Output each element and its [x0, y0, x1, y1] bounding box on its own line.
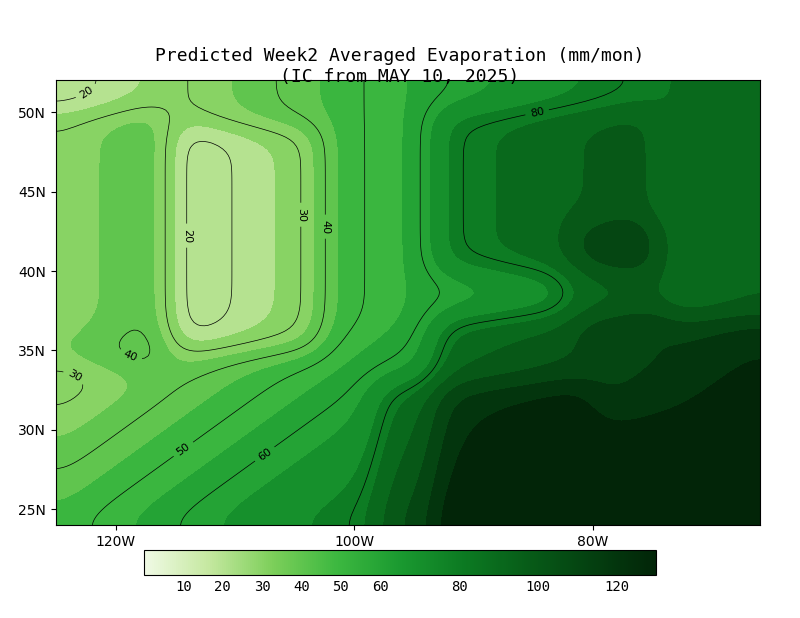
Text: 60: 60 — [256, 446, 274, 462]
Text: 20: 20 — [78, 84, 95, 100]
Text: (IC from MAY 10, 2025): (IC from MAY 10, 2025) — [280, 68, 520, 87]
Text: 30: 30 — [66, 368, 83, 384]
Text: Predicted Week2 Averaged Evaporation (mm/mon): Predicted Week2 Averaged Evaporation (mm… — [155, 46, 645, 65]
Text: 50: 50 — [174, 441, 192, 457]
Text: 80: 80 — [529, 106, 545, 119]
Text: 40: 40 — [122, 349, 138, 363]
Text: 40: 40 — [320, 219, 330, 234]
Text: 20: 20 — [182, 229, 192, 243]
Text: 30: 30 — [296, 208, 306, 222]
